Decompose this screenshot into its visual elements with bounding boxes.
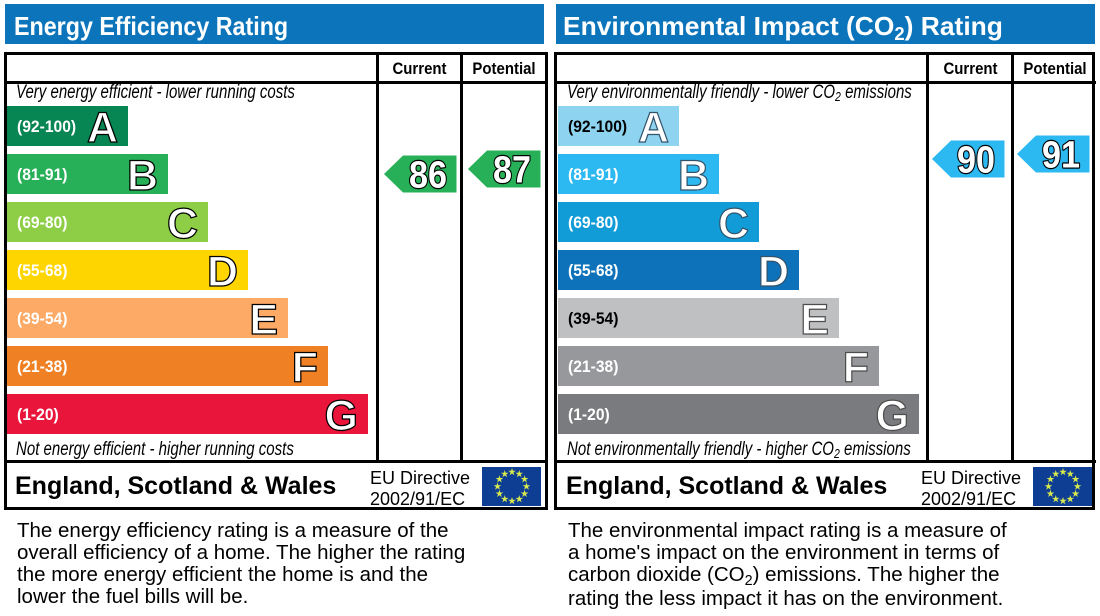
svg-text:87: 87 (493, 150, 531, 190)
svg-text:90: 90 (957, 140, 995, 180)
svg-text:91: 91 (1042, 135, 1080, 175)
svg-text:86: 86 (409, 155, 447, 195)
